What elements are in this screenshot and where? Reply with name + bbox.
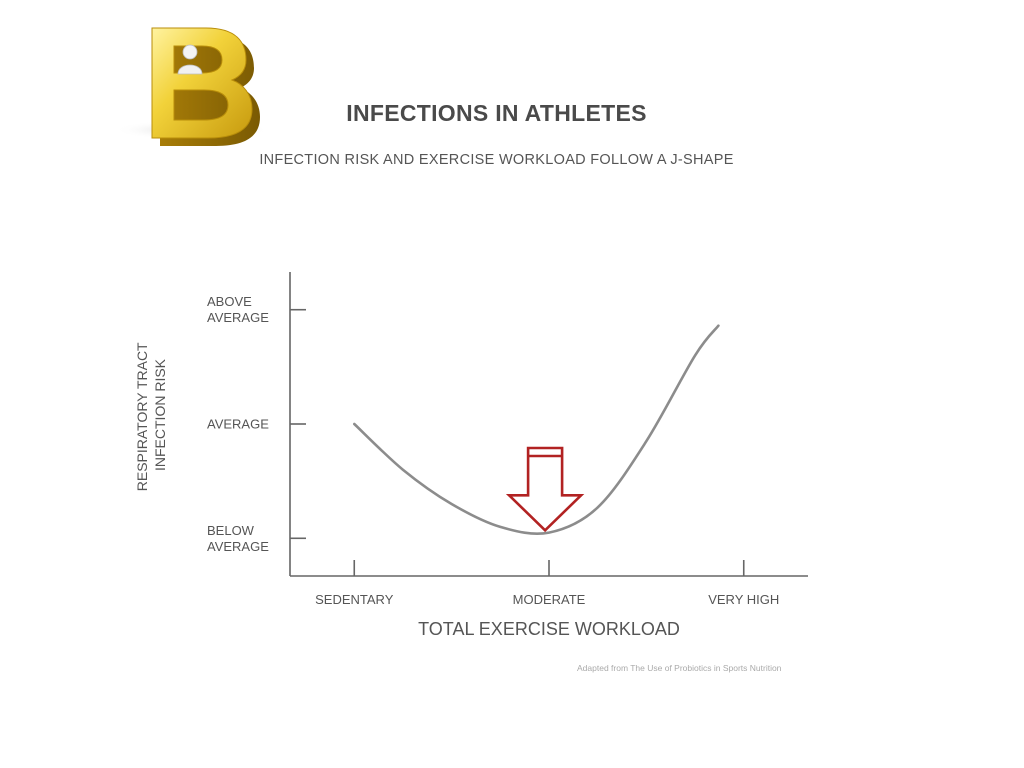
- x-axis-title: TOTAL EXERCISE WORKLOAD: [418, 619, 680, 639]
- x-tick-label: SEDENTARY: [315, 592, 394, 607]
- letter-b-logo-icon: [114, 27, 270, 146]
- y-tick-label-line: ABOVE: [207, 294, 252, 309]
- y-tick-label: BELOW AVERAGE: [207, 523, 269, 554]
- x-tick-label: MODERATE: [513, 592, 586, 607]
- page-subtitle: INFECTION RISK AND EXERCISE WORKLOAD FOL…: [259, 152, 734, 168]
- y-tick-label-line: AVERAGE: [207, 417, 269, 432]
- y-axis-title: RESPIRATORY TRACT INFECTION RISK: [134, 339, 168, 492]
- series-line-infection-risk: [353, 324, 720, 536]
- source-note: Adapted from The Use of Probiotics in Sp…: [577, 663, 782, 673]
- y-axis-title-line-1: RESPIRATORY TRACT: [134, 342, 150, 491]
- moderate-arrow-marker: [505, 446, 585, 533]
- x-tick-label: VERY HIGH: [708, 592, 779, 607]
- y-tick-label-line: BELOW: [207, 523, 255, 538]
- y-tick-label-line: AVERAGE: [207, 539, 269, 554]
- y-tick-label-line: AVERAGE: [207, 310, 269, 325]
- y-tick-label: ABOVE AVERAGE: [207, 294, 269, 325]
- y-axis-title-line-2: INFECTION RISK: [152, 358, 168, 471]
- page-title: INFECTIONS IN ATHLETES: [346, 100, 647, 126]
- y-tick-label: AVERAGE: [207, 417, 269, 432]
